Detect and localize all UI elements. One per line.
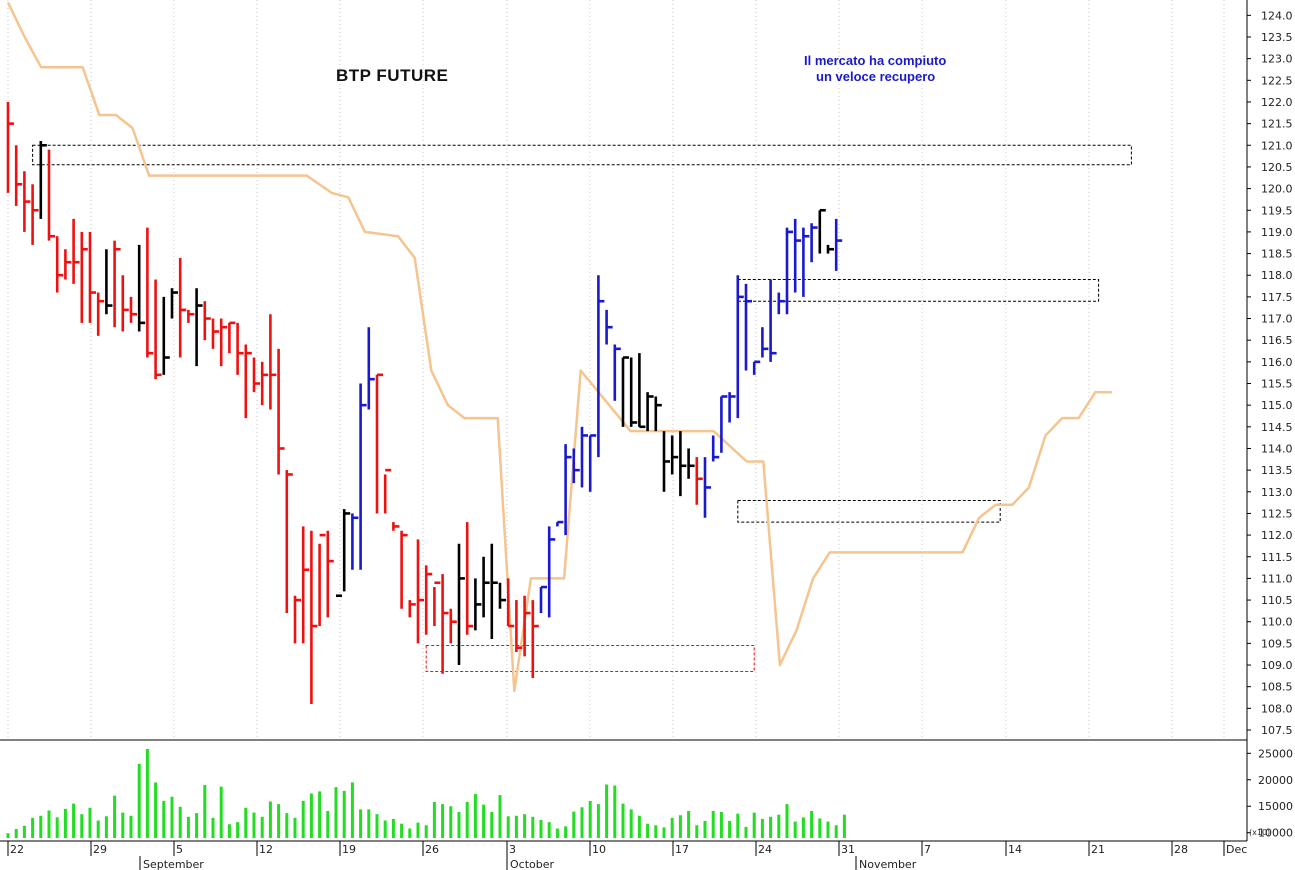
y-tick-label: 118.0 bbox=[1261, 269, 1293, 282]
y-tick-label: 122.5 bbox=[1261, 74, 1293, 87]
x-day-label: 19 bbox=[342, 843, 356, 856]
volume-tick-label: 15000 bbox=[1258, 800, 1293, 813]
x-month-label: November bbox=[859, 858, 917, 870]
range-box bbox=[737, 499, 1001, 523]
x-day-label: 22 bbox=[10, 843, 24, 856]
y-tick-label: 108.5 bbox=[1261, 681, 1293, 694]
y-tick-label: 114.0 bbox=[1261, 442, 1293, 455]
y-tick-label: 123.5 bbox=[1261, 31, 1293, 44]
y-tick-label: 117.5 bbox=[1261, 291, 1293, 304]
y-tick-label: 115.0 bbox=[1261, 399, 1293, 412]
y-tick-label: 118.5 bbox=[1261, 248, 1293, 261]
y-tick-label: 117.0 bbox=[1261, 313, 1293, 326]
y-tick-label: 115.5 bbox=[1261, 378, 1293, 391]
chart-title: BTP FUTURE bbox=[336, 66, 449, 85]
y-tick-label: 109.5 bbox=[1261, 637, 1293, 650]
y-tick-label: 111.0 bbox=[1261, 572, 1293, 585]
x-day-label: Dec bbox=[1226, 843, 1247, 856]
x-day-label: 12 bbox=[259, 843, 273, 856]
y-tick-label: 122.0 bbox=[1261, 96, 1293, 109]
x-day-label: 31 bbox=[841, 843, 855, 856]
annotation-line-2: un veloce recupero bbox=[816, 69, 936, 84]
y-tick-label: 110.0 bbox=[1261, 616, 1293, 629]
volume-tick-label: 25000 bbox=[1258, 747, 1293, 760]
x-day-label: 24 bbox=[758, 843, 772, 856]
y-tick-label: 120.5 bbox=[1261, 161, 1293, 174]
x-day-label: 21 bbox=[1091, 843, 1105, 856]
x-day-label: 5 bbox=[176, 843, 183, 856]
y-tick-label: 124.0 bbox=[1261, 9, 1293, 22]
range-box bbox=[737, 279, 1100, 302]
volume-bars bbox=[6, 749, 846, 838]
y-tick-label: 111.5 bbox=[1261, 551, 1293, 564]
x-day-label: 29 bbox=[93, 843, 107, 856]
y-tick-label: 112.0 bbox=[1261, 529, 1293, 542]
support-resistance-boxes bbox=[32, 144, 1132, 673]
x-month-label: September bbox=[143, 858, 204, 870]
x-day-label: 10 bbox=[592, 843, 606, 856]
x-day-label: 7 bbox=[924, 843, 931, 856]
volume-tick-label: 10000 bbox=[1258, 827, 1293, 840]
y-tick-label: 107.5 bbox=[1261, 724, 1293, 737]
x-day-label: 14 bbox=[1008, 843, 1022, 856]
range-box bbox=[425, 645, 755, 673]
volume-tick-label: 20000 bbox=[1258, 774, 1293, 787]
range-box bbox=[32, 144, 1132, 166]
y-tick-label: 119.5 bbox=[1261, 204, 1293, 217]
y-tick-label: 116.0 bbox=[1261, 356, 1293, 369]
y-tick-label: 119.0 bbox=[1261, 226, 1293, 239]
y-tick-label: 113.0 bbox=[1261, 486, 1293, 499]
x-day-label: 26 bbox=[425, 843, 439, 856]
price-bars bbox=[6, 101, 843, 705]
volume-multiplier: (x10) bbox=[1249, 828, 1271, 837]
trailing-stop-series bbox=[6, 1, 1112, 693]
y-tick-label: 121.5 bbox=[1261, 118, 1293, 131]
y-tick-label: 108.0 bbox=[1261, 702, 1293, 715]
y-tick-label: 121.0 bbox=[1261, 139, 1293, 152]
y-tick-label: 113.5 bbox=[1261, 464, 1293, 477]
x-day-label: 28 bbox=[1174, 843, 1188, 856]
y-tick-label: 114.5 bbox=[1261, 421, 1293, 434]
y-tick-label: 110.5 bbox=[1261, 594, 1293, 607]
y-tick-label: 120.0 bbox=[1261, 183, 1293, 196]
y-tick-label: 116.5 bbox=[1261, 334, 1293, 347]
x-month-label: October bbox=[510, 858, 554, 870]
x-day-label: 3 bbox=[509, 843, 516, 856]
x-day-label: 17 bbox=[675, 843, 689, 856]
y-tick-label: 123.0 bbox=[1261, 53, 1293, 66]
annotation-line-1: Il mercato ha compiuto bbox=[804, 53, 947, 68]
y-tick-label: 112.5 bbox=[1261, 507, 1293, 520]
trailing-stop-line bbox=[6, 1, 1112, 693]
y-tick-label: 109.0 bbox=[1261, 659, 1293, 672]
